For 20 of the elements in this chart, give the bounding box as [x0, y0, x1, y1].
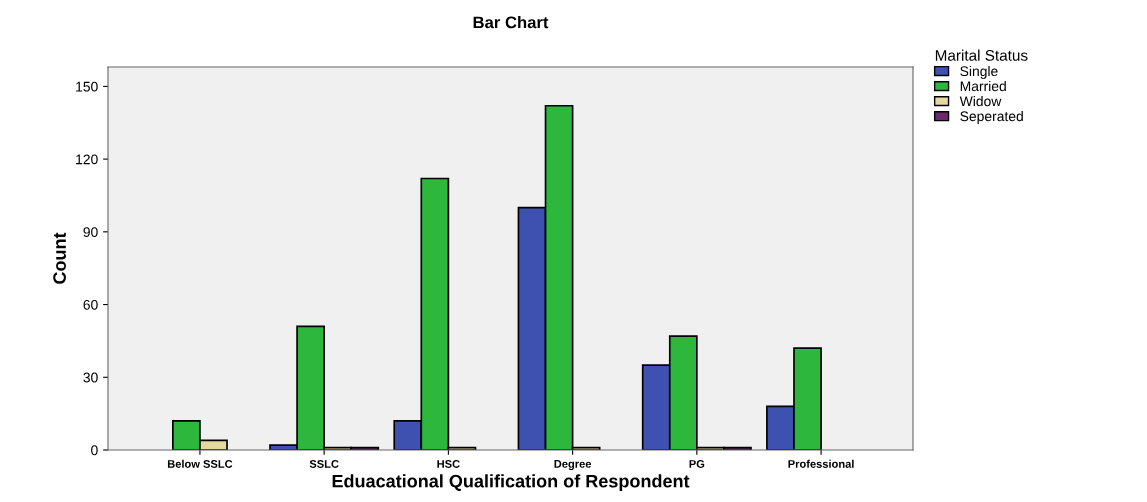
legend-label: Single: [960, 65, 998, 79]
x-tick-label: SSLC: [309, 460, 339, 468]
y-tick-label: 30: [83, 372, 98, 383]
y-tick-label: 120: [76, 154, 98, 165]
legend-label: Seperated: [960, 110, 1023, 124]
chart-title: Bar Chart: [473, 16, 549, 29]
y-axis-title: Count: [53, 232, 66, 284]
x-tick-label: Degree: [554, 460, 592, 471]
y-tick-label: 60: [83, 299, 98, 310]
x-tick-label: HSC: [437, 460, 460, 468]
legend-label: Widow: [959, 95, 1002, 107]
x-tick-label: Professional: [788, 459, 854, 468]
y-tick-label: 0: [91, 445, 98, 456]
x-tick-label: Below SSLC: [167, 459, 233, 468]
x-axis-title: Eduacational Qualification of Respondent: [332, 474, 690, 492]
legend-label: Married: [960, 80, 1006, 92]
y-tick-label: 90: [83, 227, 98, 237]
y-tick-label: 150: [76, 81, 98, 92]
x-tick-label: PG: [689, 460, 705, 468]
legend-title: Marital Status: [935, 49, 1028, 61]
